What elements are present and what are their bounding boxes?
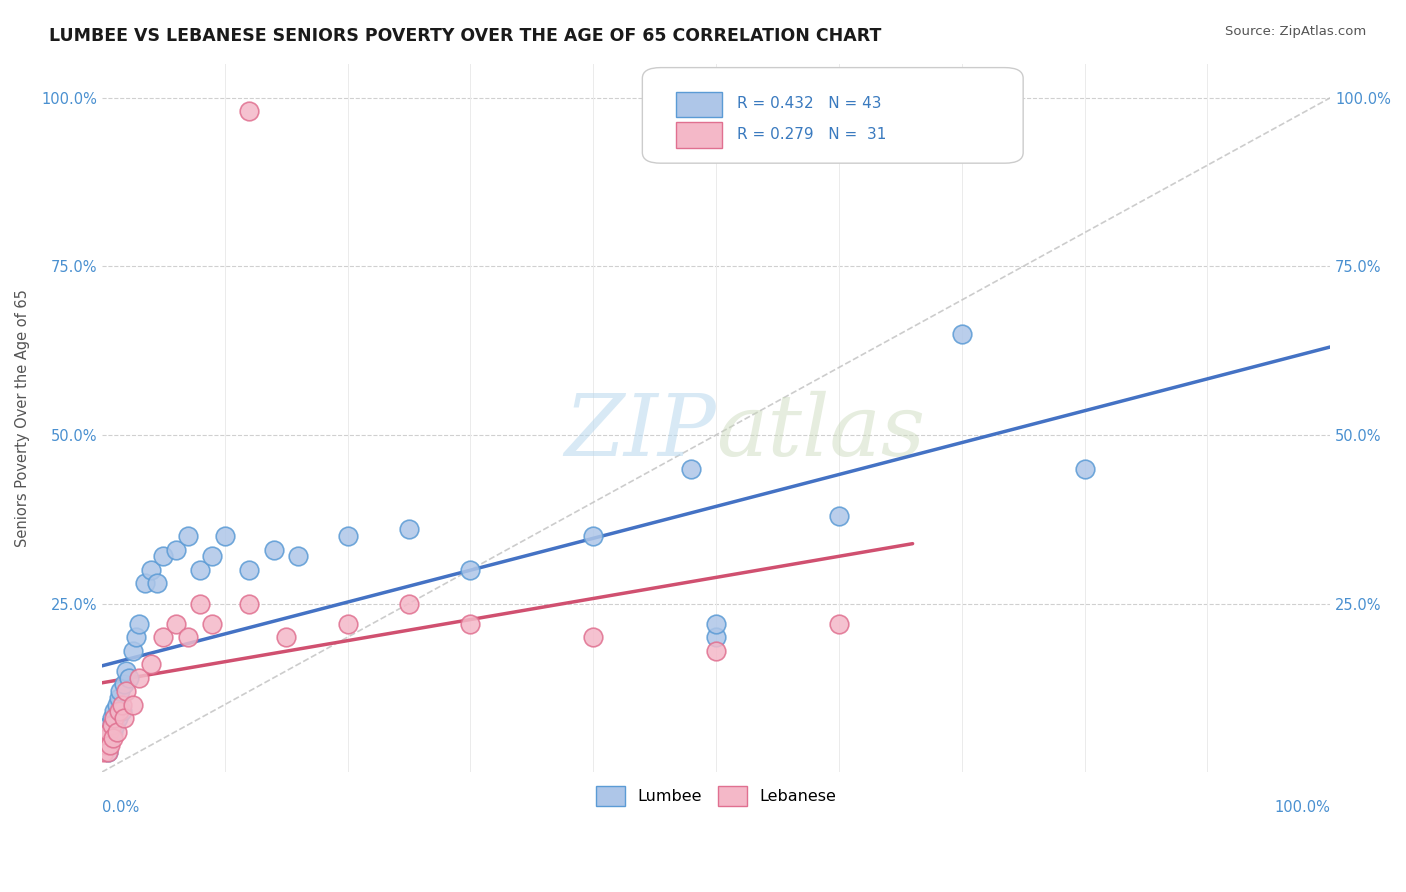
Point [98, 718, 121, 732]
Point [681, 461, 703, 475]
Point [105, 698, 128, 712]
Point [152, 549, 174, 564]
Point [238, 104, 260, 119]
Point [97, 745, 120, 759]
Point [108, 690, 131, 705]
Point [1073, 461, 1095, 475]
Point [93, 745, 115, 759]
Point [188, 563, 211, 577]
Point [121, 643, 143, 657]
Point [93, 731, 115, 746]
Point [152, 630, 174, 644]
Point [165, 616, 187, 631]
Text: R = 0.432   N = 43: R = 0.432 N = 43 [737, 96, 882, 112]
Point [146, 576, 169, 591]
Point [139, 563, 162, 577]
Point [398, 522, 420, 536]
Point [110, 705, 132, 719]
Point [115, 684, 138, 698]
Point [704, 616, 727, 631]
Point [704, 643, 727, 657]
Point [128, 616, 150, 631]
Point [105, 724, 128, 739]
Text: atlas: atlas [716, 391, 925, 474]
Point [94, 738, 117, 752]
Point [96, 724, 118, 739]
Text: R = 0.279   N =  31: R = 0.279 N = 31 [737, 127, 886, 142]
FancyBboxPatch shape [675, 92, 723, 117]
Point [97, 745, 120, 759]
Text: LUMBEE VS LEBANESE SENIORS POVERTY OVER THE AGE OF 65 CORRELATION CHART: LUMBEE VS LEBANESE SENIORS POVERTY OVER … [49, 27, 882, 45]
FancyBboxPatch shape [675, 122, 723, 147]
Point [115, 664, 138, 678]
Text: ZIP: ZIP [564, 391, 716, 474]
Point [274, 630, 297, 644]
Point [103, 711, 125, 725]
Point [100, 711, 122, 725]
Point [100, 738, 122, 752]
Point [201, 549, 224, 564]
Point [104, 718, 127, 732]
Point [828, 508, 851, 523]
Point [128, 671, 150, 685]
Point [287, 549, 309, 564]
Point [214, 529, 236, 543]
Text: 0.0%: 0.0% [101, 800, 139, 815]
Point [108, 705, 131, 719]
Point [110, 698, 132, 712]
Text: 100.0%: 100.0% [1274, 800, 1330, 815]
Point [582, 630, 605, 644]
Point [125, 630, 148, 644]
Point [460, 563, 482, 577]
Point [101, 731, 124, 746]
Y-axis label: Seniors Poverty Over the Age of 65: Seniors Poverty Over the Age of 65 [15, 289, 30, 547]
Point [201, 616, 224, 631]
Point [101, 724, 124, 739]
Point [98, 724, 121, 739]
Point [336, 529, 359, 543]
Point [950, 326, 973, 341]
Text: Source: ZipAtlas.com: Source: ZipAtlas.com [1226, 25, 1367, 38]
Point [110, 684, 132, 698]
Point [263, 542, 285, 557]
Legend: Lumbee, Lebanese: Lumbee, Lebanese [588, 778, 844, 814]
Point [582, 529, 605, 543]
FancyBboxPatch shape [643, 68, 1024, 163]
Point [134, 576, 156, 591]
Point [177, 630, 200, 644]
Point [139, 657, 162, 672]
Point [112, 711, 135, 725]
Point [460, 616, 482, 631]
Point [177, 529, 200, 543]
Point [112, 677, 135, 691]
Point [828, 616, 851, 631]
Point [238, 597, 260, 611]
Point [100, 731, 122, 746]
Point [107, 711, 129, 725]
Point [398, 597, 420, 611]
Point [103, 705, 125, 719]
Point [121, 698, 143, 712]
Point [94, 738, 117, 752]
Point [238, 563, 260, 577]
Point [188, 597, 211, 611]
Point [96, 731, 118, 746]
Point [336, 616, 359, 631]
Point [704, 630, 727, 644]
Point [165, 542, 187, 557]
Point [100, 718, 122, 732]
Point [118, 671, 141, 685]
